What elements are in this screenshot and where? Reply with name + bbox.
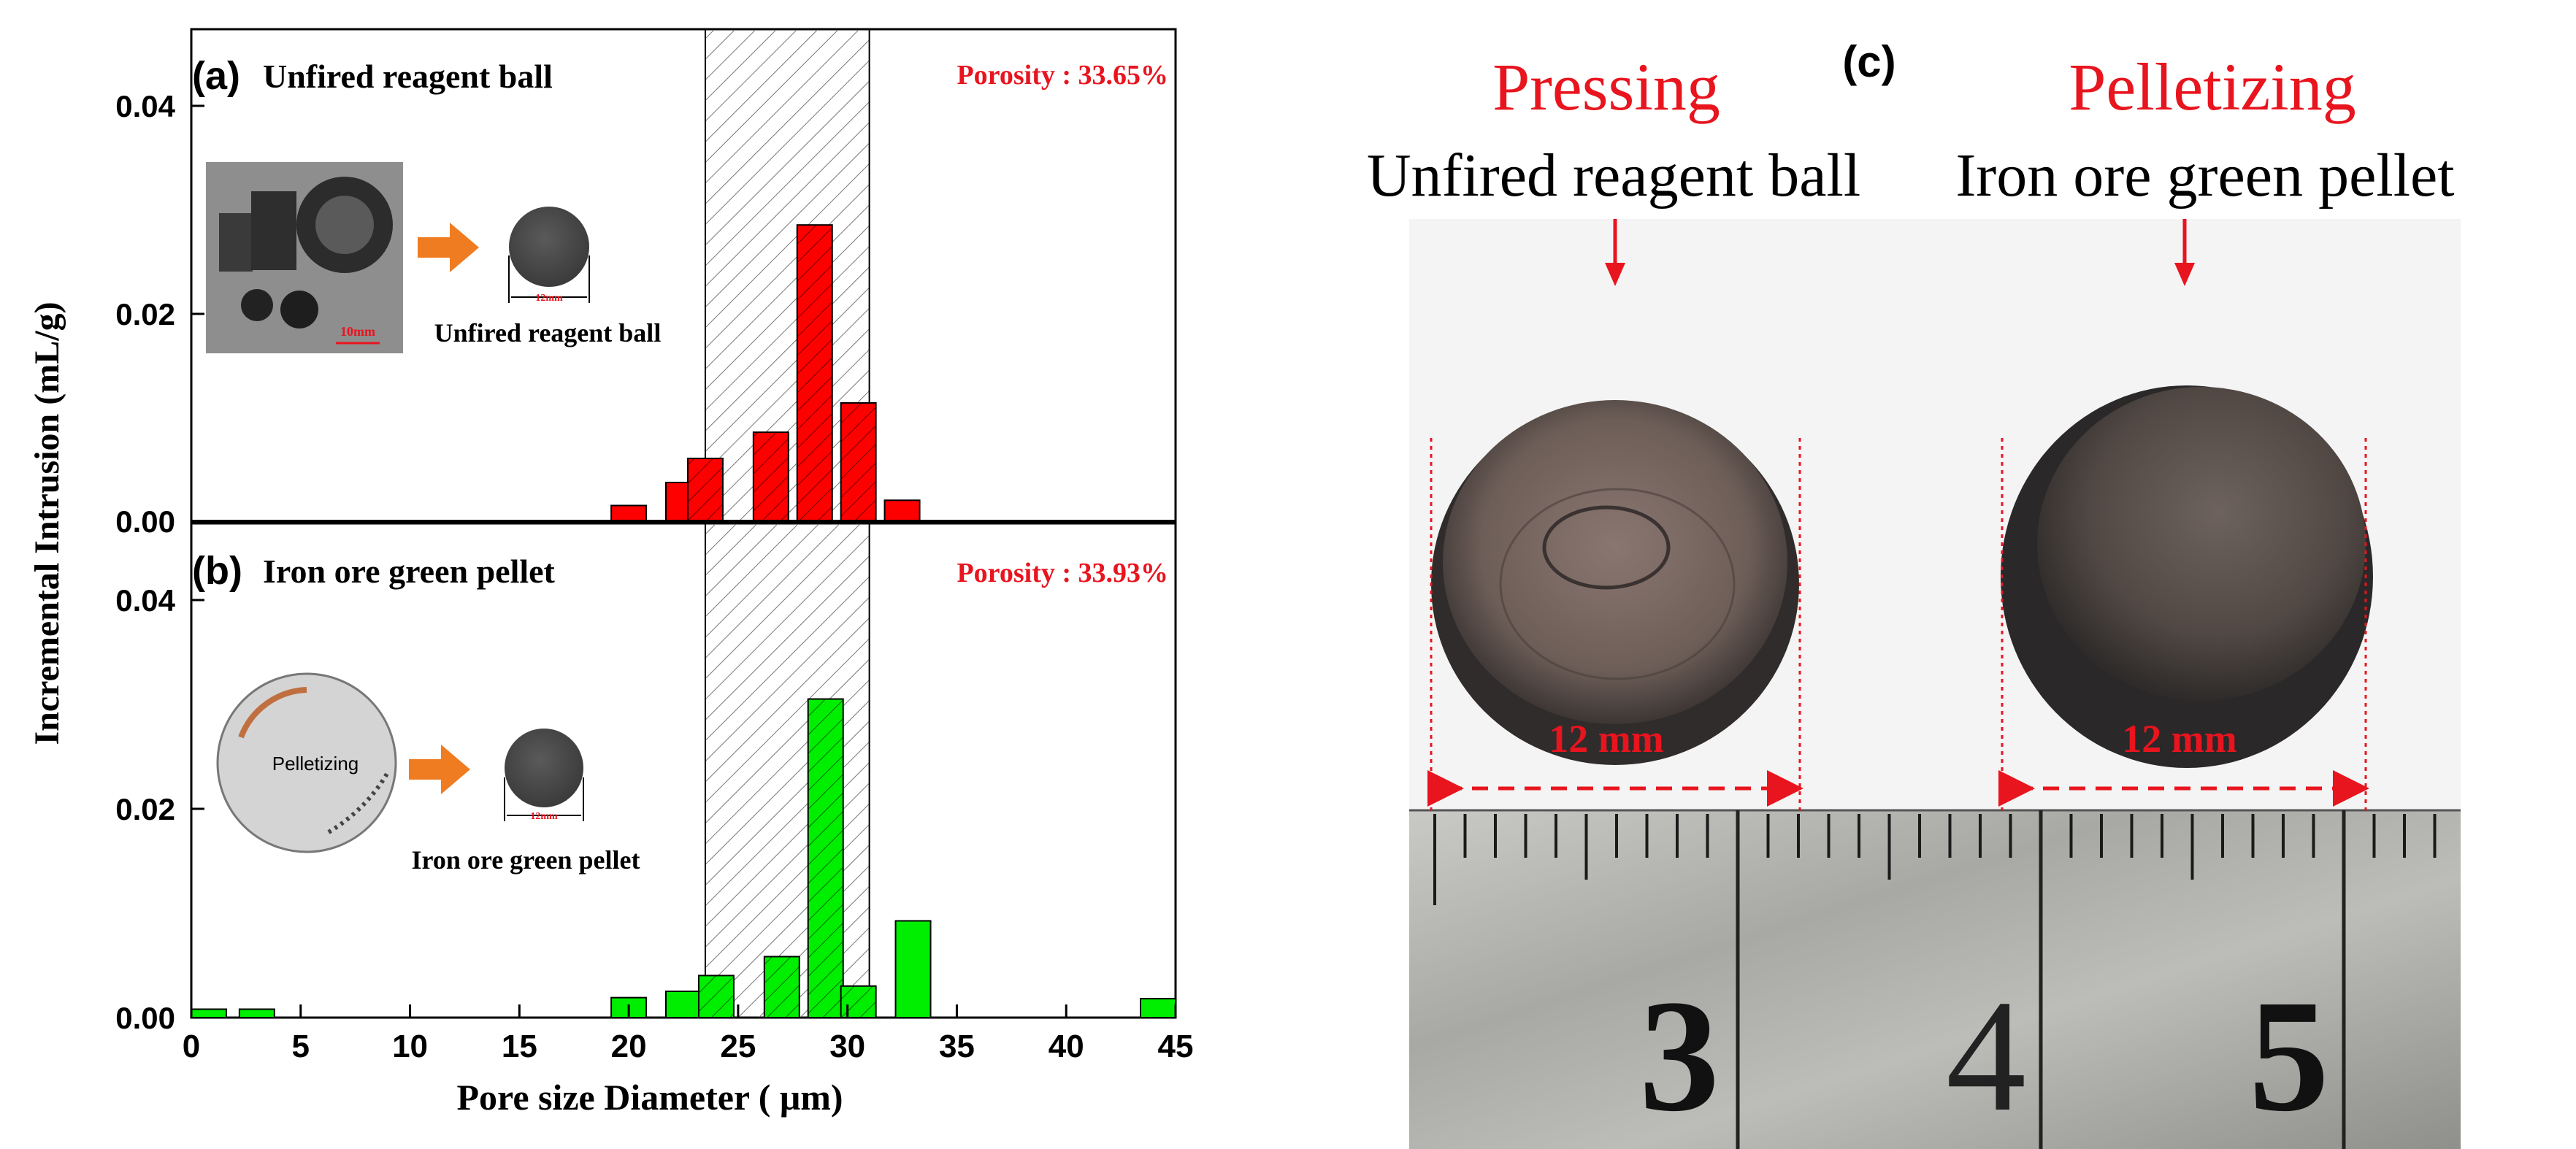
bar-b-3 [665,990,702,1019]
ruler-number-5: 5 [2249,967,2329,1145]
inset-size-b: 12mm [530,811,558,822]
bar-hatch-a-2 [687,458,723,521]
bar-hatch-b-6 [808,699,843,1018]
bar-a-0 [610,504,648,523]
down-arrow-icon-left [1605,219,1625,286]
size-label-right: 12 mm [2122,717,2236,761]
y-axis-label: Incremental Intrusion (mL/g) [28,301,66,745]
bar-hatch-a-4 [797,225,832,521]
process-left: Pressing [1492,50,1720,124]
panel-title-a: Unfired reagent ball [263,58,553,95]
x-tick-label-6: 30 [829,1029,865,1064]
x-tick-label-7: 35 [939,1029,975,1064]
y-axis-a: 0.04 0.02 0.00 [115,89,204,539]
ruler-number-4: 4 [1946,967,2026,1145]
y-tick-b-000: 0.00 [115,1001,175,1035]
bar-b-0 [191,1008,227,1018]
panel-label-c: (c) [1842,37,1895,86]
x-tick-label-5: 25 [720,1029,756,1064]
inset-a: 10mm 12mm Unfired reagent ball [206,162,661,353]
x-tick-label-1: 5 [292,1029,310,1064]
unfired-reagent-ball-photo [1431,400,1799,765]
ball-icon-a [509,207,589,287]
bars-a [610,224,921,523]
bars-b [191,698,1176,1019]
x-tick-label-3: 15 [502,1029,537,1064]
panel-b: 0.04 0.02 0.00 0 5 10 15 20 25 30 35 40 45 (b) Ir… [115,522,1194,1064]
bar-hatch-b-5 [764,956,800,1018]
x-tick-label-4: 20 [611,1029,647,1064]
inset-caption-a: Unfired reagent ball [434,318,662,347]
y-tick-b-002: 0.02 [115,792,175,826]
rotation-arrow-icon [238,687,307,739]
porosity-a: Porosity : 33.65% [957,60,1168,91]
y-tick-a-004: 0.04 [115,89,175,123]
down-arrow-icon-right [2174,219,2195,286]
y-tick-b-004: 0.04 [115,583,175,618]
name-right: Iron ore green pellet [1955,142,2454,210]
size-label-left: 12 mm [1549,717,1663,761]
bar-hatch-b-7 [840,985,876,1018]
mold-objects [219,177,393,345]
x-axis: 0 5 10 15 20 25 30 35 40 45 [183,1004,1194,1064]
bar-b-8 [894,920,932,1018]
inset-process-b: Pelletizing [272,753,359,775]
x-tick-label-9: 45 [1158,1029,1194,1064]
y-axis-b: 0.04 0.02 0.00 [115,583,204,1035]
bar-hatch-a-5 [840,402,876,521]
name-left: Unfired reagent ball [1367,142,1860,210]
orange-arrow-icon-b [409,745,470,794]
bar-hatch-b-4 [698,975,734,1018]
ruler: 3 4 5 [1409,809,2461,1149]
highlight-region-b [704,523,870,1018]
y-tick-a-002: 0.02 [115,297,175,331]
x-tick-label-2: 10 [392,1029,428,1064]
x-tick-label-8: 40 [1049,1029,1084,1064]
panel-a: 0.04 0.02 0.00 (a) Unfired reagent ball … [115,28,1177,539]
ball-icon-b [505,729,583,807]
iron-ore-green-pellet-photo [2001,385,2373,768]
dimension-a [508,255,590,303]
panel-label-b: (b) [192,549,242,593]
x-axis-label: Pore size Diameter ( μm) [456,1077,843,1118]
panel-title-b: Iron ore green pellet [263,553,556,590]
panel-label-a: (a) [192,54,240,98]
scale-bar-label: 10mm [340,324,375,339]
x-tick-label-0: 0 [183,1029,200,1064]
bar-hatch-a-3 [753,432,789,521]
process-right: Pelletizing [2069,50,2355,124]
porosity-b: Porosity : 33.93% [957,558,1168,588]
bar-b-9 [1140,998,1176,1019]
guide-lines [1430,438,2367,810]
inset-caption-b: Iron ore green pellet [412,845,640,875]
dimension-b [504,777,584,821]
y-tick-a-000: 0.00 [115,504,175,539]
bar-a-6 [883,499,921,523]
ruler-number-3: 3 [1639,967,1720,1145]
panel-c-photo: 3 4 5 12 mm 12 mm [1409,219,2461,1149]
pelletizing-disc-icon [216,672,397,853]
bar-b-1 [238,1008,275,1018]
inset-b: Pelletizing 12mm Iron ore green pellet [216,672,640,875]
inset-size-a: 12mm [535,293,563,304]
orange-arrow-icon [418,223,479,272]
